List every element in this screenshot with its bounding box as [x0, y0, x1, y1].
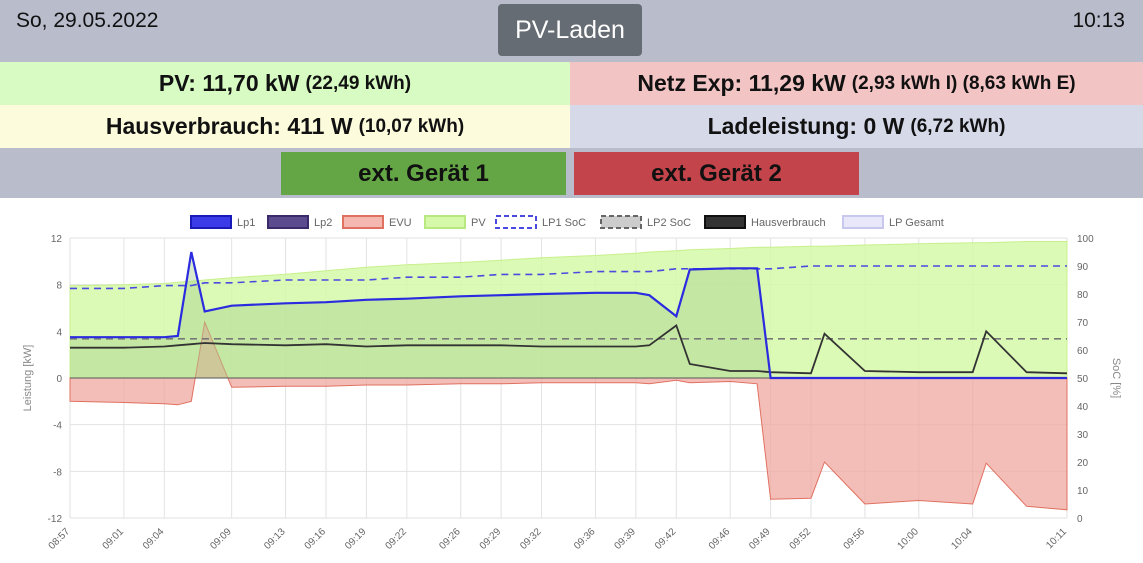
x-tick-label: 09:56	[842, 526, 868, 552]
legend-swatch	[267, 215, 309, 229]
y2-tick-label: 90	[1077, 262, 1089, 273]
pv-energy: (22,49 kWh)	[305, 72, 412, 94]
x-tick-label: 09:36	[572, 526, 598, 552]
legend-label: Lp1	[237, 217, 255, 229]
grid-tile: Netz Exp: 11,29 kW (2,93 kWh I) (8,63 kW…	[570, 62, 1143, 105]
house-power: Hausverbrauch: 411 W	[105, 113, 353, 139]
legend-swatch	[495, 215, 537, 229]
charge-power: Ladeleistung: 0 W	[707, 113, 905, 139]
y-tick-label: 0	[56, 374, 62, 385]
charge-energy: (6,72 kWh)	[910, 115, 1006, 137]
x-tick-label: 09:26	[437, 526, 463, 552]
x-tick-label: 09:52	[788, 526, 814, 552]
pv-power: PV: 11,70 kW	[158, 70, 300, 96]
legend-label: LP Gesamt	[889, 217, 944, 229]
y2-tick-label: 0	[1077, 514, 1083, 525]
device-1-button[interactable]: ext. Gerät 1	[281, 152, 566, 195]
y2-tick-label: 30	[1077, 430, 1089, 441]
y-tick-label: -12	[48, 514, 63, 525]
legend-label: Hausverbrauch	[751, 217, 826, 229]
x-tick-label: 09:19	[343, 526, 369, 552]
legend-label: LP1 SoC	[542, 217, 586, 229]
y-tick-label: -8	[53, 467, 62, 478]
series-evu-area	[69, 320, 1068, 511]
grid-power: Netz Exp: 11,29 kW	[637, 70, 846, 96]
house-tile: Hausverbrauch: 411 W (10,07 kWh)	[0, 105, 570, 148]
legend-swatch	[342, 215, 384, 229]
y-tick-label: 4	[56, 327, 62, 338]
x-tick-label: 09:13	[262, 526, 288, 552]
grid-energy: (2,93 kWh I) (8,63 kWh E)	[851, 72, 1076, 94]
series-lp1-soc	[70, 265, 1067, 290]
y-tick-label: 12	[51, 234, 63, 245]
x-tick-label: 09:49	[747, 526, 773, 552]
pv-tile: PV: 11,70 kW (22,49 kWh)	[0, 62, 570, 105]
date-label: So, 29.05.2022	[16, 9, 159, 32]
y2-tick-label: 10	[1077, 486, 1089, 497]
x-tick-label: 09:16	[303, 526, 329, 552]
y2-tick-label: 50	[1077, 374, 1089, 385]
x-tick-label: 10:04	[949, 526, 975, 552]
charge-mode-button[interactable]: PV-Laden	[498, 4, 642, 56]
y2-tick-label: 80	[1077, 290, 1089, 301]
y2-tick-label: 70	[1077, 318, 1089, 329]
y2-axis-title: SoC [%]	[1110, 358, 1122, 398]
x-tick-label: 08:57	[47, 526, 73, 552]
legend-swatch	[600, 215, 642, 229]
x-tick-label: 09:42	[653, 526, 679, 552]
y-axis-title: Leistung [kW]	[22, 345, 34, 412]
x-tick-label: 09:32	[518, 526, 544, 552]
y2-tick-label: 20	[1077, 458, 1089, 469]
x-tick-label: 09:29	[478, 526, 504, 552]
y2-tick-label: 100	[1077, 234, 1094, 245]
x-tick-label: 09:39	[613, 526, 639, 552]
x-tick-label: 09:01	[101, 526, 127, 552]
house-energy: (10,07 kWh)	[358, 115, 465, 137]
x-tick-label: 09:46	[707, 526, 733, 552]
x-tick-label: 10:00	[895, 526, 921, 552]
legend-label: EVU	[389, 217, 412, 229]
y-tick-label: -4	[53, 421, 62, 432]
series-lp1-fill	[70, 252, 1067, 378]
time-label: 10:13	[1072, 9, 1125, 32]
x-tick-label: 09:22	[383, 526, 409, 552]
legend-label: PV	[471, 217, 486, 229]
y2-tick-label: 60	[1077, 346, 1089, 357]
legend-swatch	[424, 215, 466, 229]
y2-tick-label: 40	[1077, 402, 1089, 413]
legend-swatch	[704, 215, 746, 229]
header-bar: So, 29.05.2022 PV-Laden 10:13	[0, 0, 1143, 62]
x-tick-label: 10:11	[1044, 526, 1069, 551]
charge-tile: Ladeleistung: 0 W (6,72 kWh)	[570, 105, 1143, 148]
x-tick-label: 09:09	[208, 526, 234, 552]
series-hausverbrauch	[70, 324, 1068, 375]
legend-swatch	[842, 215, 884, 229]
series-lp1	[70, 251, 1067, 380]
legend-label: Lp2	[314, 217, 332, 229]
device-row: ext. Gerät 1 ext. Gerät 2	[0, 148, 1143, 198]
legend-label: LP2 SoC	[647, 217, 691, 229]
legend-swatch	[190, 215, 232, 229]
y-tick-label: 8	[56, 281, 62, 292]
x-tick-label: 09:04	[141, 526, 167, 552]
device-2-button[interactable]: ext. Gerät 2	[574, 152, 859, 195]
